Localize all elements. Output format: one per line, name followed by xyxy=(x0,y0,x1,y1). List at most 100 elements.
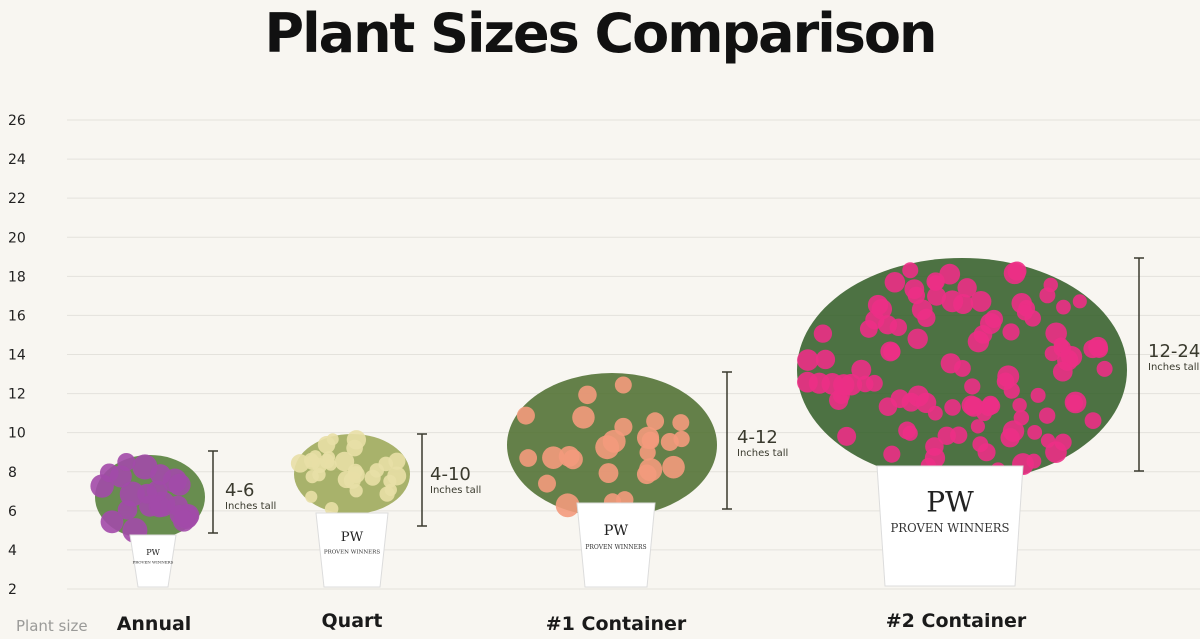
flower-icon xyxy=(957,278,977,298)
flower-icon xyxy=(598,463,619,484)
flower-icon xyxy=(970,290,992,312)
pot-brand: PROVEN WINNERS xyxy=(133,560,174,565)
range-value: 4-12 xyxy=(737,427,778,448)
flower-icon xyxy=(797,371,818,393)
range-value: 12-24 xyxy=(1148,341,1200,362)
flower-icon xyxy=(926,272,945,291)
flower-icon xyxy=(911,299,933,321)
flower-icon xyxy=(595,435,620,460)
flower-icon xyxy=(369,463,385,478)
flower-icon xyxy=(970,419,985,434)
flower-icon xyxy=(384,483,397,497)
flower-icon xyxy=(558,446,580,467)
flower-icon xyxy=(927,405,943,421)
flower-icon xyxy=(1002,420,1025,442)
flower-icon xyxy=(1039,287,1056,304)
flower-icon xyxy=(1024,310,1042,327)
flower-icon xyxy=(172,510,195,532)
flower-icon xyxy=(1064,391,1087,414)
flower-icon xyxy=(1053,339,1072,358)
flower-icon xyxy=(673,430,690,448)
flower-icon xyxy=(324,458,337,471)
flower-icon xyxy=(1026,453,1042,469)
flower-icon xyxy=(538,474,556,493)
flower-icon xyxy=(117,452,136,472)
flower-icon xyxy=(326,433,339,446)
flower-icon xyxy=(639,458,663,482)
y-tick-label: 4 xyxy=(8,543,17,559)
page-title: Plant Sizes Comparison xyxy=(264,2,938,65)
flower-icon xyxy=(519,449,538,467)
pot-icon xyxy=(129,534,177,588)
pot-logo: PW xyxy=(926,486,974,519)
flower-icon xyxy=(1030,387,1046,403)
flower-icon xyxy=(884,272,906,293)
y-tick-label: 24 xyxy=(8,152,26,168)
flower-icon xyxy=(944,399,961,416)
flower-icon xyxy=(797,349,819,371)
y-tick-label: 20 xyxy=(8,230,26,246)
flower-icon xyxy=(924,447,946,469)
flower-icon xyxy=(542,446,565,469)
flower-icon xyxy=(572,406,595,429)
flower-icon xyxy=(516,406,535,425)
flower-icon xyxy=(1002,323,1020,341)
flower-icon xyxy=(347,466,365,484)
flower-icon xyxy=(334,451,355,472)
y-tick-label: 8 xyxy=(8,465,17,481)
pot-logo: PW xyxy=(146,548,160,557)
range-unit: Inches tall xyxy=(1148,362,1200,373)
range-unit: Inches tall xyxy=(737,448,789,459)
flower-icon xyxy=(837,426,857,446)
flower-icon xyxy=(168,473,191,496)
flower-icon xyxy=(883,445,901,463)
pot-icon xyxy=(576,502,656,588)
flower-icon xyxy=(982,395,999,413)
category-label: Annual xyxy=(116,613,192,635)
flower-icon xyxy=(324,502,339,516)
plant-2-image: PW PROVEN WINNERS xyxy=(290,430,410,588)
y-tick-label: 26 xyxy=(8,113,26,129)
pot-icon xyxy=(315,512,389,588)
flower-icon xyxy=(815,349,836,370)
flower-icon xyxy=(880,341,901,362)
category-label: Quart xyxy=(321,610,383,632)
flower-icon xyxy=(1007,261,1027,281)
flower-icon xyxy=(137,483,158,504)
y-tick-label: 14 xyxy=(8,348,26,364)
flower-icon xyxy=(614,376,632,394)
category-label: #1 Container xyxy=(545,613,687,635)
flower-icon xyxy=(578,385,597,405)
flower-icon xyxy=(927,286,947,306)
flower-icon xyxy=(1096,360,1113,377)
y-tick-label: 6 xyxy=(8,504,17,520)
flower-icon xyxy=(150,464,171,485)
flower-icon xyxy=(346,430,367,450)
flower-icon xyxy=(833,374,855,396)
flower-icon xyxy=(859,319,878,338)
flower-icon xyxy=(305,470,319,484)
plant-1-image: PW PROVEN WINNERS xyxy=(90,452,205,588)
pot-brand: PROVEN WINNERS xyxy=(324,550,380,556)
flower-icon xyxy=(1012,398,1027,413)
range-label: 12-24 Inches tall xyxy=(1148,342,1200,374)
y-tick-label: 16 xyxy=(8,308,26,324)
flower-icon xyxy=(646,412,665,431)
flower-icon xyxy=(90,474,114,498)
flower-icon xyxy=(964,378,981,395)
range-unit: Inches tall xyxy=(225,501,277,512)
range-label: 4-12 Inches tall xyxy=(737,428,788,460)
range-value: 4-10 xyxy=(430,464,471,485)
category-label: #2 Container xyxy=(885,610,1027,632)
plant-3-image: PW PROVEN WINNERS xyxy=(507,373,717,588)
plant-4-image: PW PROVEN WINNERS xyxy=(797,258,1127,587)
flower-icon xyxy=(639,444,656,461)
flower-icon xyxy=(1038,407,1056,424)
pot-icon xyxy=(876,465,1024,587)
flower-icon xyxy=(349,484,363,498)
pot-logo: PW xyxy=(341,530,364,545)
flower-icon xyxy=(555,493,580,518)
range-unit: Inches tall xyxy=(430,485,482,496)
pot-brand: PROVEN WINNERS xyxy=(585,544,646,551)
